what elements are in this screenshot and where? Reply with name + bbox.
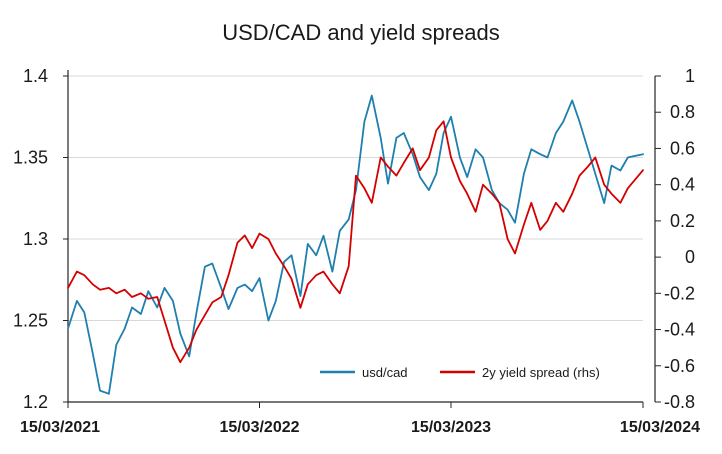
left-tick-label: 1.2 [23,392,48,412]
series-layer [67,94,644,395]
x-tick-label: 15/03/2022 [219,419,299,436]
x-tick-label: 15/03/2021 [20,419,100,436]
gridlines [68,75,643,321]
left-tick-label: 1.35 [13,148,48,168]
right-tick-label: 0.8 [670,102,695,122]
axes [67,70,656,403]
left-tick-label: 1.3 [23,229,48,249]
right-axis-ticks: -0.8 -0.6 -0.4 -0.2 0 0.2 0.4 0.6 0.8 1 [655,66,695,412]
right-tick-label: 0.4 [670,175,695,195]
left-tick-label: 1.4 [23,66,48,86]
right-tick-label: -0.2 [664,283,695,303]
right-tick-label: 0.2 [670,211,695,231]
right-tick-label: -0.4 [664,320,695,340]
chart-title: USD/CAD and yield spreads [222,20,500,45]
x-tick-label: 15/03/2024 [620,419,700,436]
right-tick-label: 0.6 [670,138,695,158]
series-line-yield-spread [67,120,644,364]
right-tick-label: -0.6 [664,356,695,376]
x-axis-ticks: 15/03/2021 15/03/2022 15/03/2023 15/03/2024 [20,402,700,436]
legend: usd/cad 2y yield spread (rhs) [320,365,600,380]
legend-label: 2y yield spread (rhs) [482,365,600,380]
right-tick-label: 0 [685,247,695,267]
legend-label: usd/cad [362,365,408,380]
right-tick-label: 1 [685,66,695,86]
left-tick-label: 1.25 [13,311,48,331]
series-line-usd-cad [67,94,644,395]
x-tick-label: 15/03/2023 [411,419,491,436]
left-axis-ticks: 1.2 1.25 1.3 1.35 1.4 [13,66,68,412]
right-tick-label: -0.8 [664,392,695,412]
